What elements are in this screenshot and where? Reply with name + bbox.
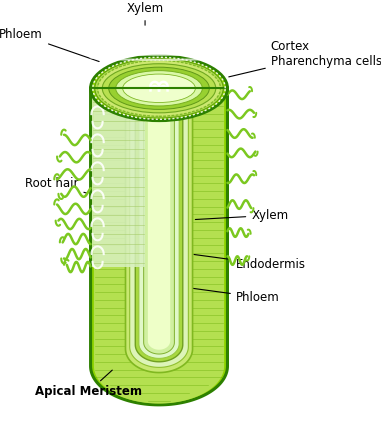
Polygon shape — [144, 92, 174, 354]
Polygon shape — [135, 92, 183, 362]
Polygon shape — [94, 88, 224, 403]
Ellipse shape — [91, 56, 227, 121]
Ellipse shape — [116, 71, 202, 106]
Text: Phloem: Phloem — [181, 287, 280, 304]
Text: Xylem: Xylem — [195, 209, 288, 222]
Ellipse shape — [109, 67, 209, 110]
Text: Phloem: Phloem — [0, 28, 99, 62]
Ellipse shape — [102, 64, 216, 113]
Polygon shape — [174, 86, 180, 366]
Text: Xylem: Xylem — [126, 2, 163, 25]
Ellipse shape — [95, 59, 223, 118]
Polygon shape — [130, 91, 188, 367]
Text: Cortex
Pharenchyma cells: Cortex Pharenchyma cells — [229, 40, 381, 77]
Text: Apical Meristem: Apical Meristem — [35, 370, 142, 399]
Text: Root hair: Root hair — [25, 176, 86, 193]
Polygon shape — [92, 91, 145, 267]
Polygon shape — [151, 86, 156, 366]
Polygon shape — [125, 91, 192, 373]
Ellipse shape — [98, 60, 221, 116]
Polygon shape — [139, 92, 179, 358]
Polygon shape — [162, 86, 167, 366]
Polygon shape — [91, 88, 227, 405]
Polygon shape — [148, 93, 170, 350]
Polygon shape — [138, 86, 144, 366]
Ellipse shape — [123, 74, 195, 103]
Text: Endodermis: Endodermis — [194, 254, 306, 271]
